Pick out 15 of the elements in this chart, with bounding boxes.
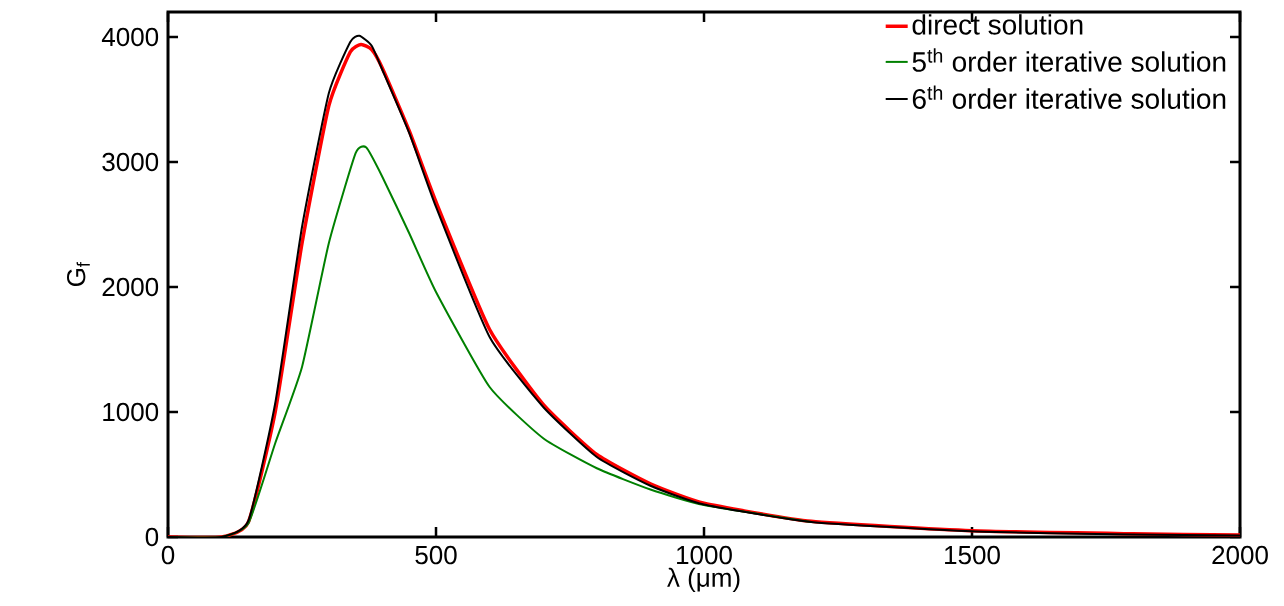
legend-label: 6$^{th}$ order iterative solution <box>912 85 1226 109</box>
y-tick-label: 0 <box>145 527 159 547</box>
x-tick-label: 2000 <box>1212 545 1268 565</box>
x-tick-label: 1500 <box>945 545 1000 565</box>
x-tick-label: 500 <box>415 545 457 565</box>
x-axis-title: λ (μm) <box>667 567 740 593</box>
y-tick-label: 2000 <box>102 277 159 297</box>
y-tick-label: 3000 <box>102 152 159 172</box>
y-tick-label: 1000 <box>103 402 159 422</box>
y-axis-title: G$_{f}$ <box>66 262 90 287</box>
legend-label: direct solution <box>912 14 1083 35</box>
y-tick-label: 4000 <box>101 27 159 47</box>
legend-label: 5$^{th}$ order iterative solution <box>912 48 1226 72</box>
x-tick-label: 0 <box>161 545 175 565</box>
x-tick-label: 1000 <box>677 545 732 565</box>
